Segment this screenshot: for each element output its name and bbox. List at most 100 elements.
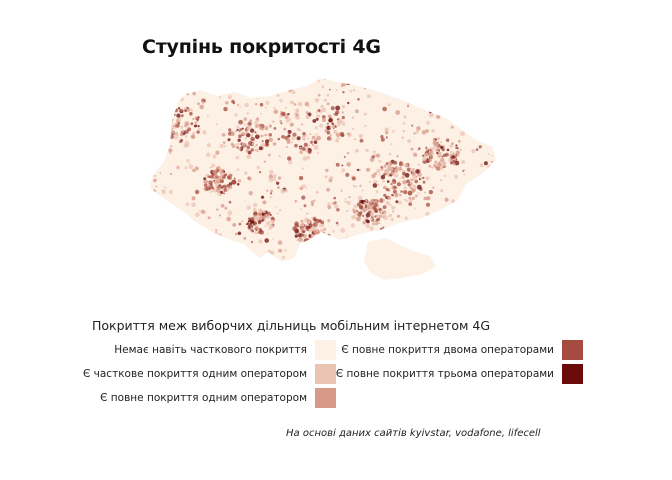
coverage-dot: [417, 192, 420, 195]
coverage-dot: [392, 210, 395, 213]
legend-item-no-coverage: Немає навіть часткового покриття: [40, 340, 336, 360]
coverage-dot: [154, 99, 159, 104]
coverage-dot: [478, 124, 483, 129]
coverage-dot: [238, 119, 243, 125]
coverage-dot: [264, 238, 269, 243]
coverage-dot: [366, 94, 371, 99]
coverage-dot: [365, 199, 368, 203]
coverage-dot: [454, 174, 459, 179]
coverage-dot: [368, 201, 373, 207]
coverage-dot: [380, 175, 386, 180]
coverage-dot: [206, 152, 211, 157]
coverage-dot: [400, 163, 404, 167]
coverage-dot: [396, 155, 399, 158]
coverage-dot: [373, 180, 378, 185]
coverage-dot: [388, 213, 392, 218]
coverage-dot: [292, 101, 295, 105]
coverage-dot: [327, 202, 331, 206]
coverage-dot: [246, 133, 251, 138]
coverage-dot: [313, 199, 316, 202]
coverage-dot: [434, 138, 438, 141]
coverage-dot: [312, 119, 317, 123]
coverage-dot: [395, 192, 399, 196]
coverage-dot: [184, 121, 190, 126]
coverage-dot: [333, 196, 336, 200]
coverage-dot: [216, 208, 219, 211]
coverage-dot: [349, 89, 353, 93]
coverage-dot: [261, 140, 264, 143]
coverage-dot: [341, 168, 346, 173]
coverage-dot: [201, 258, 205, 261]
coverage-dot: [222, 141, 226, 144]
coverage-dot: [455, 144, 458, 147]
coverage-dot: [204, 132, 207, 135]
coverage-dot: [154, 151, 158, 155]
coverage-dot: [228, 200, 232, 204]
coverage-dot: [244, 200, 246, 202]
coverage-dot: [279, 120, 283, 123]
coverage-dot: [388, 152, 392, 156]
coverage-dot: [254, 214, 256, 217]
coverage-dot: [443, 145, 445, 148]
coverage-dot: [373, 203, 378, 208]
coverage-dot: [383, 172, 387, 176]
coverage-dot: [488, 113, 491, 116]
coverage-dot: [177, 241, 182, 245]
coverage-dot: [190, 134, 196, 139]
coverage-dot: [440, 101, 444, 105]
coverage-dot: [170, 129, 176, 135]
coverage-dot: [449, 244, 453, 248]
coverage-dot: [480, 236, 483, 239]
coverage-dot: [336, 119, 341, 124]
coverage-dot: [290, 81, 294, 85]
coverage-dot: [170, 237, 175, 242]
coverage-dot: [160, 125, 164, 130]
coverage-dot: [184, 109, 188, 112]
coverage-dot: [316, 238, 320, 242]
coverage-dot: [237, 104, 240, 107]
coverage-dot: [175, 125, 177, 128]
coverage-dot: [270, 192, 273, 195]
coverage-dot: [216, 176, 222, 181]
coverage-dot: [344, 197, 347, 200]
coverage-dot: [481, 255, 487, 260]
coverage-dot: [452, 159, 456, 164]
coverage-dot: [223, 188, 227, 192]
coverage-dot: [385, 172, 389, 175]
coverage-dot: [303, 204, 307, 208]
coverage-dot: [456, 147, 459, 150]
coverage-dot: [265, 143, 269, 147]
coverage-dot: [315, 117, 319, 121]
coverage-dot: [181, 114, 184, 117]
coverage-dot: [260, 142, 266, 148]
coverage-dot: [163, 119, 166, 121]
coverage-dot: [244, 250, 250, 255]
coverage-dot: [239, 106, 242, 108]
coverage-dot: [477, 238, 482, 242]
coverage-dot: [177, 122, 181, 125]
coverage-dot: [425, 146, 428, 149]
coverage-dot: [241, 220, 244, 223]
coverage-dot: [277, 240, 283, 245]
coverage-dot: [165, 251, 170, 256]
coverage-dot: [446, 148, 450, 152]
coverage-dot: [352, 214, 357, 219]
coverage-dot: [313, 140, 318, 144]
coverage-dot: [340, 84, 344, 87]
coverage-dot: [371, 215, 373, 217]
coverage-dot: [221, 133, 226, 137]
coverage-dot: [385, 136, 388, 139]
coverage-dot: [332, 230, 335, 233]
coverage-dot: [165, 210, 167, 213]
coverage-dot: [255, 217, 260, 222]
coverage-dot: [489, 116, 494, 122]
coverage-dot: [161, 125, 163, 127]
coverage-dot: [459, 202, 462, 206]
coverage-dot: [344, 200, 347, 203]
coverage-dot: [363, 201, 367, 205]
coverage-dot: [316, 238, 319, 241]
coverage-dot: [187, 126, 190, 129]
coverage-dot: [474, 204, 479, 209]
coverage-dot: [386, 167, 389, 170]
coverage-dot: [254, 231, 258, 235]
